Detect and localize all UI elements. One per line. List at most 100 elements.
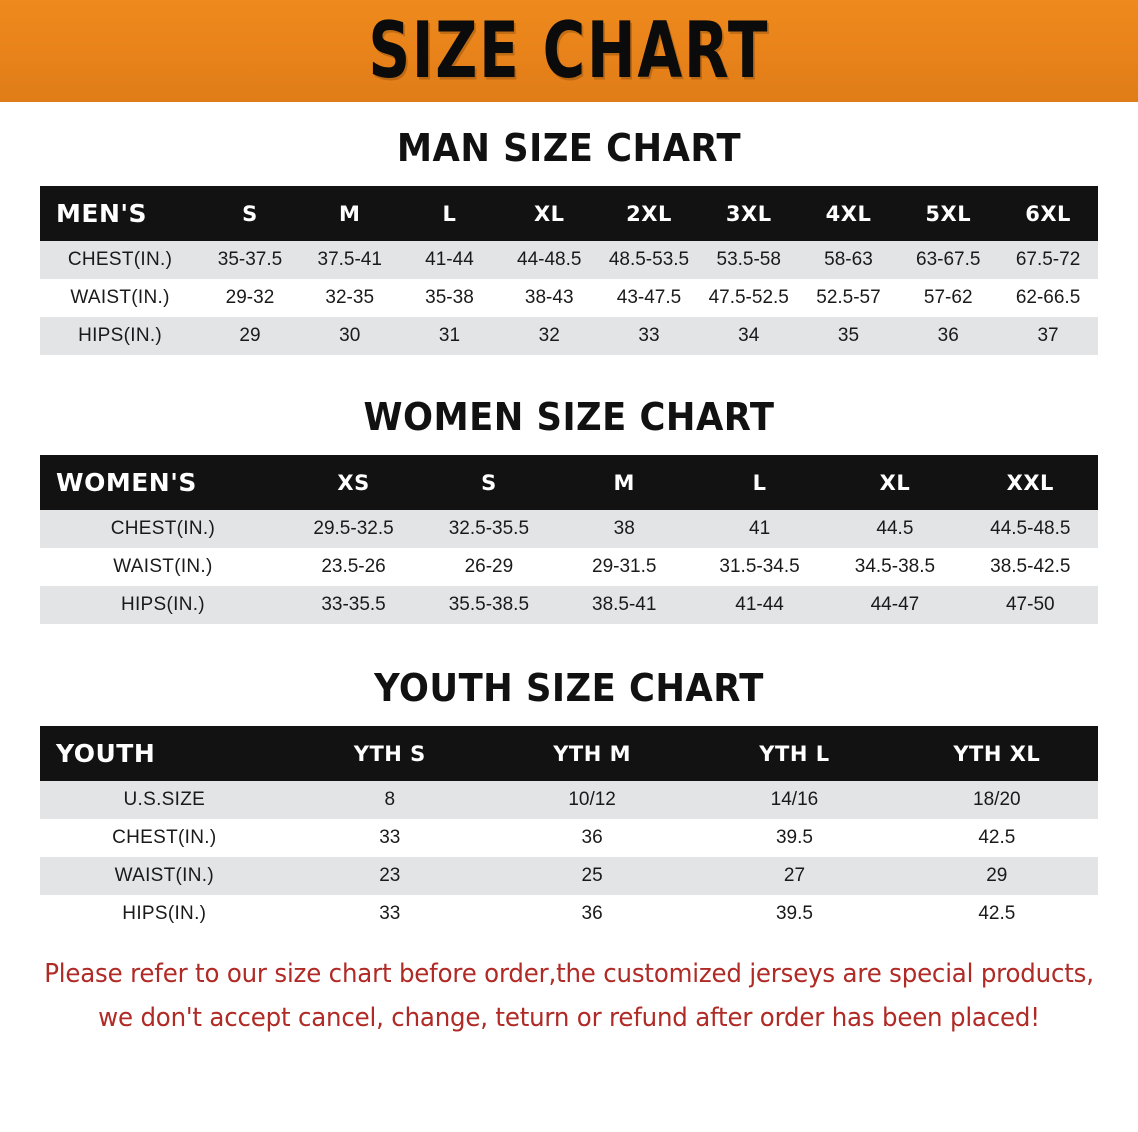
table-cell: 44.5-48.5 — [962, 510, 1098, 548]
women-row-label-chest: CHEST(IN.) — [40, 510, 286, 548]
women-row-label-hips: HIPS(IN.) — [40, 586, 286, 624]
youth-row-label-waist: WAIST(IN.) — [40, 857, 289, 895]
table-cell: 33-35.5 — [285, 586, 422, 624]
table-cell: 38-43 — [499, 279, 600, 317]
table-cell: 62-66.5 — [998, 279, 1098, 317]
table-cell: 47-50 — [962, 586, 1098, 624]
table-cell: 8 — [288, 781, 491, 819]
table-cell: 31.5-34.5 — [691, 548, 828, 586]
women-col-s: S — [421, 455, 557, 510]
youth-col-yth-s: YTH S — [288, 726, 491, 781]
youth-size-table: YOUTH YTH S YTH M YTH L YTH XL U.S.SIZE … — [40, 726, 1098, 933]
man-col-s: S — [200, 186, 300, 241]
table-cell: 35-37.5 — [200, 241, 300, 279]
disclaimer-line-2: we don't accept cancel, change, teturn o… — [98, 1002, 1040, 1033]
table-cell: 58-63 — [798, 241, 899, 279]
man-size-table: MEN'S S M L XL 2XL 3XL 4XL 5XL 6XL CHEST… — [40, 186, 1098, 355]
table-cell: 33 — [599, 317, 699, 355]
return-policy-disclaimer: Please refer to our size chart before or… — [41, 953, 1097, 1041]
table-cell: 29-31.5 — [556, 548, 692, 586]
table-cell: 43-47.5 — [599, 279, 699, 317]
women-size-chart-title: WOMEN SIZE CHART — [363, 395, 775, 439]
table-row: WAIST(IN.) 23.5-26 26-29 29-31.5 31.5-34… — [40, 548, 1098, 586]
table-cell: 48.5-53.5 — [599, 241, 699, 279]
table-cell: 47.5-52.5 — [698, 279, 799, 317]
table-cell: 44-47 — [827, 586, 963, 624]
table-cell: 39.5 — [693, 819, 896, 857]
youth-row-label-us-size: U.S.SIZE — [40, 781, 289, 819]
women-col-xs: XS — [285, 455, 422, 510]
table-cell: 33 — [288, 819, 491, 857]
youth-table-header: YOUTH YTH S YTH M YTH L YTH XL — [40, 726, 1098, 781]
table-row: HIPS(IN.) 33-35.5 35.5-38.5 38.5-41 41-4… — [40, 586, 1098, 624]
table-row: HIPS(IN.) 29 30 31 32 33 34 35 36 37 — [40, 317, 1098, 355]
man-row-label-hips: HIPS(IN.) — [40, 317, 201, 355]
man-row-label-chest: CHEST(IN.) — [40, 241, 201, 279]
table-cell: 34.5-38.5 — [827, 548, 963, 586]
table-cell: 38 — [556, 510, 692, 548]
table-cell: 42.5 — [895, 895, 1098, 933]
table-row: U.S.SIZE 8 10/12 14/16 18/20 — [40, 781, 1098, 819]
table-cell: 57-62 — [898, 279, 999, 317]
table-row: CHEST(IN.) 35-37.5 37.5-41 41-44 44-48.5… — [40, 241, 1098, 279]
table-cell: 35-38 — [399, 279, 500, 317]
youth-corner-label: YOUTH — [40, 726, 289, 781]
table-cell: 34 — [698, 317, 799, 355]
size-chart-banner: SIZE CHART — [0, 0, 1138, 102]
table-cell: 18/20 — [895, 781, 1098, 819]
table-cell: 44.5 — [827, 510, 963, 548]
table-row: HIPS(IN.) 33 36 39.5 42.5 — [40, 895, 1098, 933]
table-cell: 38.5-42.5 — [962, 548, 1098, 586]
table-cell: 32-35 — [299, 279, 400, 317]
table-cell: 41-44 — [691, 586, 828, 624]
table-cell: 27 — [693, 857, 896, 895]
table-cell: 42.5 — [895, 819, 1098, 857]
table-cell: 67.5-72 — [998, 241, 1098, 279]
table-cell: 30 — [299, 317, 400, 355]
table-cell: 31 — [399, 317, 500, 355]
table-cell: 29 — [895, 857, 1098, 895]
table-cell: 32.5-35.5 — [421, 510, 557, 548]
man-size-chart-title: MAN SIZE CHART — [396, 126, 742, 170]
women-col-xl: XL — [827, 455, 963, 510]
disclaimer-line-1: Please refer to our size chart before or… — [44, 959, 1094, 989]
man-size-chart-wrapper: MEN'S S M L XL 2XL 3XL 4XL 5XL 6XL CHEST… — [40, 186, 1098, 355]
youth-table-body: U.S.SIZE 8 10/12 14/16 18/20 CHEST(IN.) … — [40, 781, 1098, 933]
table-cell: 23.5-26 — [285, 548, 422, 586]
table-cell: 29 — [200, 317, 300, 355]
table-cell: 14/16 — [693, 781, 896, 819]
table-header-row: WOMEN'S XS S M L XL XXL — [40, 455, 1098, 510]
man-col-4xl: 4XL — [798, 186, 899, 241]
youth-row-label-chest: CHEST(IN.) — [40, 819, 289, 857]
women-table-body: CHEST(IN.) 29.5-32.5 32.5-35.5 38 41 44.… — [40, 510, 1098, 624]
women-row-label-waist: WAIST(IN.) — [40, 548, 286, 586]
table-cell: 29-32 — [200, 279, 300, 317]
youth-col-yth-xl: YTH XL — [895, 726, 1098, 781]
table-row: CHEST(IN.) 33 36 39.5 42.5 — [40, 819, 1098, 857]
women-col-l: L — [691, 455, 828, 510]
youth-col-yth-l: YTH L — [693, 726, 896, 781]
table-cell: 53.5-58 — [698, 241, 799, 279]
table-cell: 52.5-57 — [798, 279, 899, 317]
table-header-row: MEN'S S M L XL 2XL 3XL 4XL 5XL 6XL — [40, 186, 1098, 241]
table-cell: 37.5-41 — [299, 241, 400, 279]
table-cell: 23 — [288, 857, 491, 895]
table-cell: 38.5-41 — [556, 586, 692, 624]
man-table-header: MEN'S S M L XL 2XL 3XL 4XL 5XL 6XL — [40, 186, 1098, 241]
table-cell: 25 — [490, 857, 694, 895]
table-cell: 35.5-38.5 — [421, 586, 557, 624]
table-cell: 33 — [288, 895, 491, 933]
man-col-xl: XL — [499, 186, 600, 241]
table-cell: 36 — [490, 819, 694, 857]
table-cell: 10/12 — [490, 781, 694, 819]
man-col-5xl: 5XL — [898, 186, 999, 241]
table-header-row: YOUTH YTH S YTH M YTH L YTH XL — [40, 726, 1098, 781]
women-size-table: WOMEN'S XS S M L XL XXL CHEST(IN.) 29.5-… — [40, 455, 1098, 624]
women-corner-label: WOMEN'S — [40, 455, 286, 510]
youth-row-label-hips: HIPS(IN.) — [40, 895, 289, 933]
table-row: CHEST(IN.) 29.5-32.5 32.5-35.5 38 41 44.… — [40, 510, 1098, 548]
man-col-l: L — [399, 186, 500, 241]
women-col-m: M — [556, 455, 692, 510]
table-cell: 36 — [898, 317, 999, 355]
man-col-6xl: 6XL — [998, 186, 1098, 241]
